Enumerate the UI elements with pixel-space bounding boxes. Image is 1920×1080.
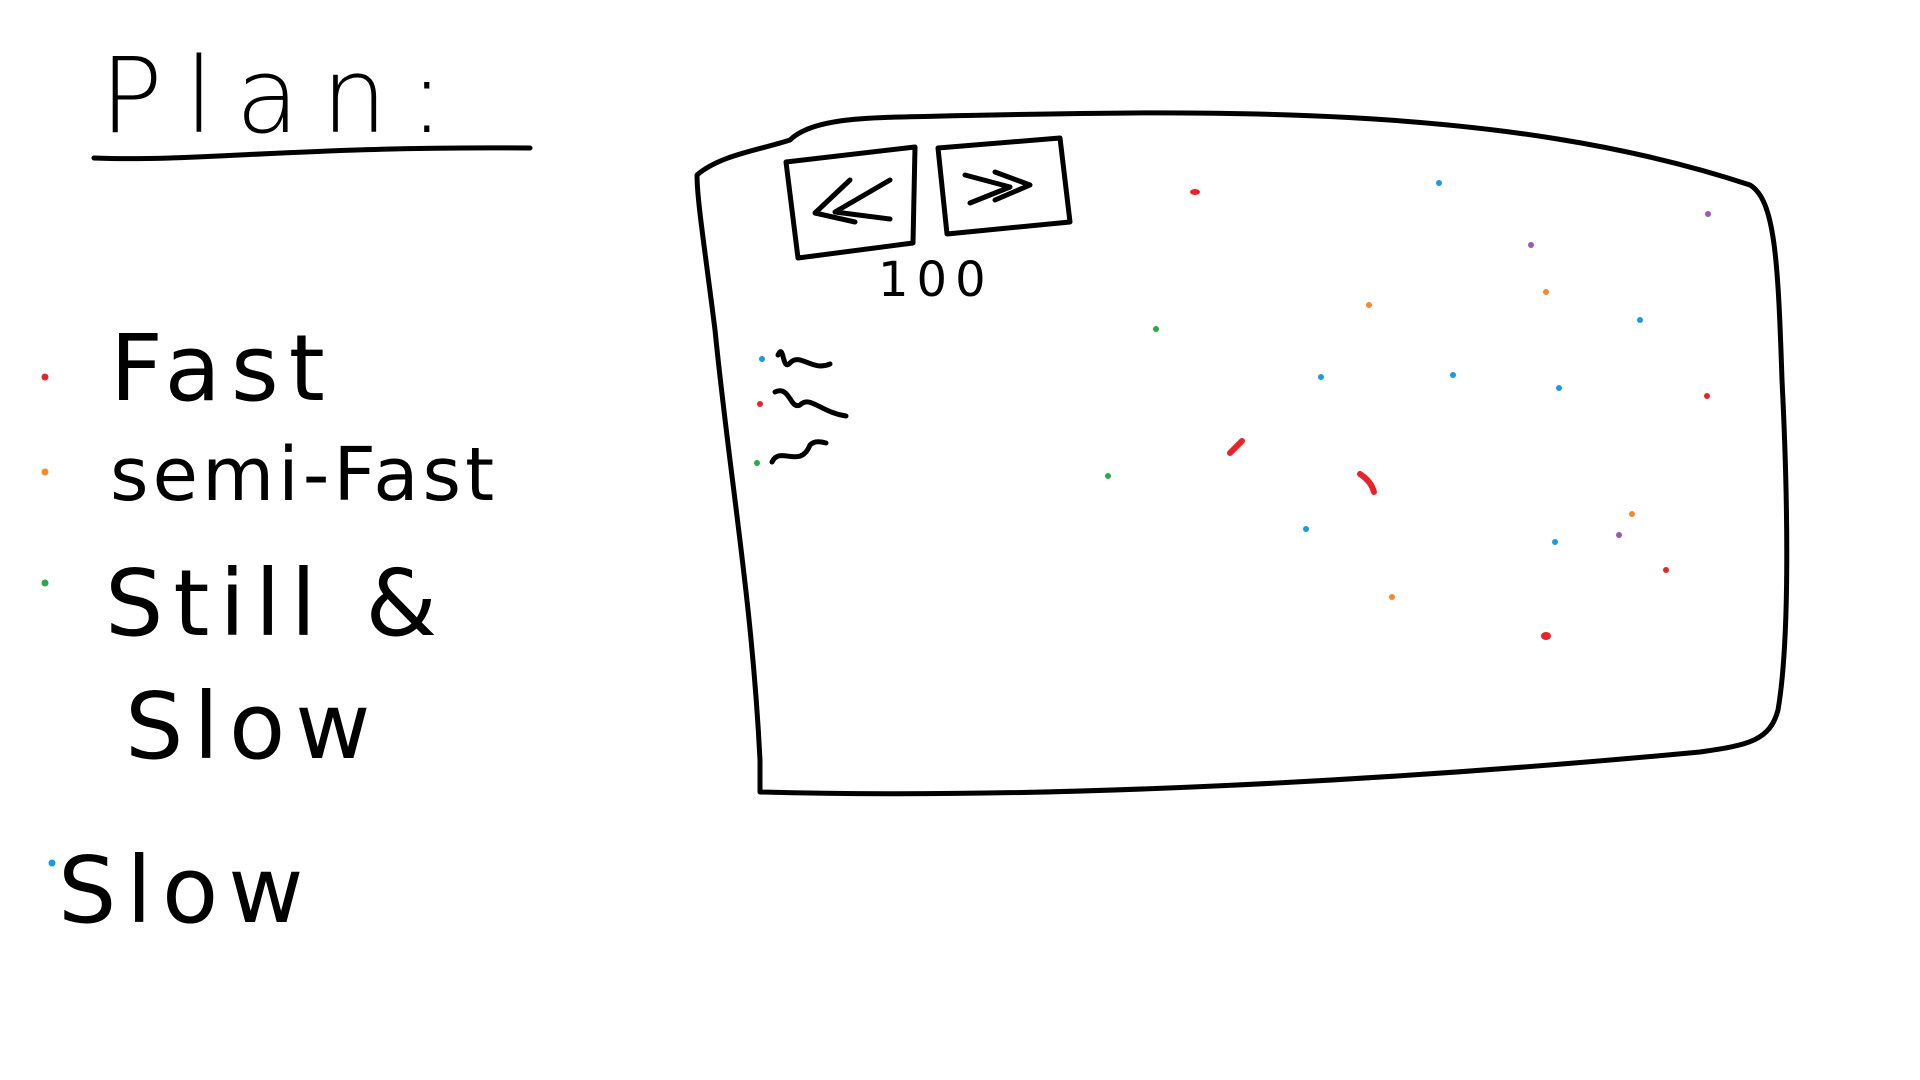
legend-dot-still-slow <box>41 579 49 587</box>
fast-forward-button-frame <box>935 135 1073 237</box>
particle <box>1705 211 1711 217</box>
fast-forward-icon <box>962 169 1033 206</box>
particle <box>1552 539 1558 545</box>
particle <box>1704 393 1710 399</box>
particle <box>1227 438 1245 456</box>
legend-label-semi-fast: semi-Fast <box>110 432 498 518</box>
key-squiggle-slow <box>775 349 833 369</box>
canvas-key <box>754 349 849 466</box>
particle <box>1318 374 1324 380</box>
legend-label-fast: Fast <box>110 315 335 422</box>
particle <box>1389 594 1395 600</box>
particle <box>1616 532 1622 538</box>
particle <box>1541 632 1551 640</box>
key-squiggle-fast <box>772 388 849 419</box>
key-dot-slow <box>759 356 765 362</box>
title-underline <box>91 145 533 162</box>
legend-label-still-slow: Slow <box>125 673 381 780</box>
rewind-button[interactable]: << <box>783 144 918 261</box>
particle <box>1366 302 1372 308</box>
particle <box>1543 289 1549 295</box>
legend-dot-semi-fast <box>41 468 49 476</box>
plan-title: Plan: <box>100 35 466 157</box>
particle <box>1450 372 1456 378</box>
fast-forward-button[interactable]: >> <box>935 135 1073 237</box>
legend-label-slow: Slow <box>58 837 314 944</box>
particle <box>1629 511 1635 517</box>
particle <box>1436 180 1442 186</box>
particle <box>1556 385 1562 391</box>
particle <box>1105 473 1111 479</box>
rewind-icon <box>812 177 893 225</box>
particle <box>1663 567 1669 573</box>
particle <box>1153 326 1159 332</box>
rewind-button-frame <box>783 144 918 261</box>
particle <box>1303 526 1309 532</box>
key-dot-still <box>754 460 760 466</box>
key-squiggle-still <box>769 439 829 465</box>
particle <box>1528 242 1534 248</box>
particles <box>1105 180 1711 640</box>
legend-dot-slow <box>48 859 56 867</box>
particle <box>1357 471 1377 495</box>
key-dot-fast <box>757 401 763 407</box>
particle <box>1637 317 1643 323</box>
simulation-canvas <box>694 110 1790 797</box>
legend-label-still: Still & <box>105 550 447 657</box>
legend: Fast semi-Fast Still & Slow Slow <box>41 315 498 944</box>
step-counter: 100 <box>878 252 994 308</box>
particle <box>1190 189 1200 195</box>
legend-dot-fast <box>41 373 49 381</box>
